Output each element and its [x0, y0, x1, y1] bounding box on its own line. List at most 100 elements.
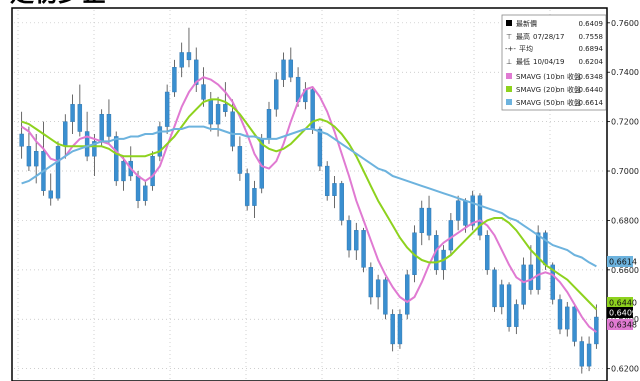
candle-body [405, 274, 410, 315]
price-badge-label: 0.6440 [609, 299, 637, 308]
candle-body [514, 304, 519, 327]
candle-body [208, 99, 213, 125]
price-badge [607, 297, 633, 308]
candle-body [339, 183, 344, 221]
candle-body [528, 264, 534, 290]
legend-series-label: SMAVG (50) [516, 99, 558, 107]
legend-value: 0.6204 [579, 58, 604, 66]
avg-marker-icon: -+- [505, 45, 516, 53]
candle-body [215, 104, 221, 125]
price-badge [607, 307, 633, 318]
candle-body [499, 284, 504, 308]
candle-body [455, 200, 461, 221]
legend-label: 最高 [516, 32, 530, 41]
legend-swatch [506, 73, 512, 79]
candle-body [201, 84, 206, 100]
candle-body [521, 264, 526, 305]
price-badge-label: 0.6409 [609, 309, 637, 318]
candle-body [281, 59, 286, 80]
candle-body [477, 195, 483, 236]
candle-body [252, 188, 257, 206]
price-badge [607, 256, 633, 267]
legend-series-label: SMAVG (10) [516, 73, 558, 81]
candle-body [346, 220, 352, 251]
candle-body [172, 67, 177, 93]
candle-body [448, 220, 454, 251]
candle-body [121, 160, 126, 182]
legend-box [501, 14, 607, 111]
candle-body [274, 79, 279, 110]
candle-body [426, 207, 432, 236]
candle-body [63, 121, 68, 147]
candle-body [492, 269, 497, 308]
candle-body [33, 151, 39, 167]
legend-swatch [506, 86, 512, 92]
legend-label: 最低 [516, 57, 530, 66]
legend-series-value: 0.6614 [579, 99, 604, 107]
candle-body [579, 341, 585, 367]
candle-body [390, 314, 395, 345]
candle-body [586, 343, 592, 367]
legend-label: 最新價 [516, 19, 537, 28]
price-badge [607, 319, 633, 330]
legend-series-value: 0.6348 [579, 73, 604, 81]
candle-body [143, 185, 148, 201]
candle-body [84, 131, 90, 157]
candle-body [114, 136, 119, 182]
candle-body [99, 114, 104, 142]
candle-body [375, 279, 381, 298]
candle-body [150, 156, 155, 187]
candle-body [485, 235, 490, 271]
legend-value: 0.6894 [579, 45, 604, 53]
title-area: 走初步企 [0, 0, 640, 8]
legend-value: 0.7558 [579, 33, 604, 41]
price-badge-label: 0.6348 [609, 321, 637, 330]
series-line [21, 98, 598, 311]
candle-body [324, 165, 330, 196]
candle-body [179, 52, 184, 68]
candle-body [92, 141, 97, 157]
candle-body [383, 279, 388, 315]
y-tick-label: 0.7400 [611, 68, 639, 77]
y-tick-label: 0.7600 [611, 19, 639, 28]
candle-body [77, 104, 83, 132]
legend-swatch [506, 99, 512, 105]
legend: 最新價 0.6409 ⊤ 最高 07/28/17 0.7558 -+- 平均 0… [501, 14, 607, 111]
candle-body [230, 111, 235, 147]
y-tick-label: 0.6200 [611, 365, 639, 374]
candle-body [557, 299, 563, 330]
candle-body [535, 232, 541, 290]
candle-body [543, 232, 548, 266]
y-tick-label: 0.7000 [611, 167, 639, 176]
candle-body [26, 146, 32, 167]
plot-frame [11, 7, 608, 381]
candle-body [164, 91, 170, 127]
candle-body [194, 59, 199, 85]
candle-body [244, 173, 250, 206]
legend-series-value: 0.6440 [579, 86, 604, 94]
legend-series-basis: on 收盤 [556, 72, 581, 81]
candle-body [237, 146, 243, 174]
candle-body [223, 104, 228, 112]
legend-date: 10/04/19 [533, 58, 564, 66]
candle-body [317, 128, 323, 167]
series-line [21, 76, 597, 333]
moving-average-lines [21, 76, 598, 333]
candle-body [266, 109, 272, 140]
candle-body [288, 59, 294, 78]
legend-series-basis: on 收盤 [556, 98, 581, 107]
candles [19, 27, 599, 374]
y-tick-label: 0.6800 [611, 216, 639, 225]
candle-body [361, 230, 366, 268]
candle-body [157, 126, 163, 157]
legend-value: 0.6409 [579, 20, 604, 28]
legend-series-label: SMAVG (20) [516, 86, 558, 94]
candle-body [506, 284, 512, 327]
candle-body [419, 207, 424, 233]
candle-body [135, 175, 141, 201]
legend-series-basis: on 收盤 [556, 85, 581, 94]
candle-body [19, 133, 24, 147]
candle-body [368, 267, 374, 298]
